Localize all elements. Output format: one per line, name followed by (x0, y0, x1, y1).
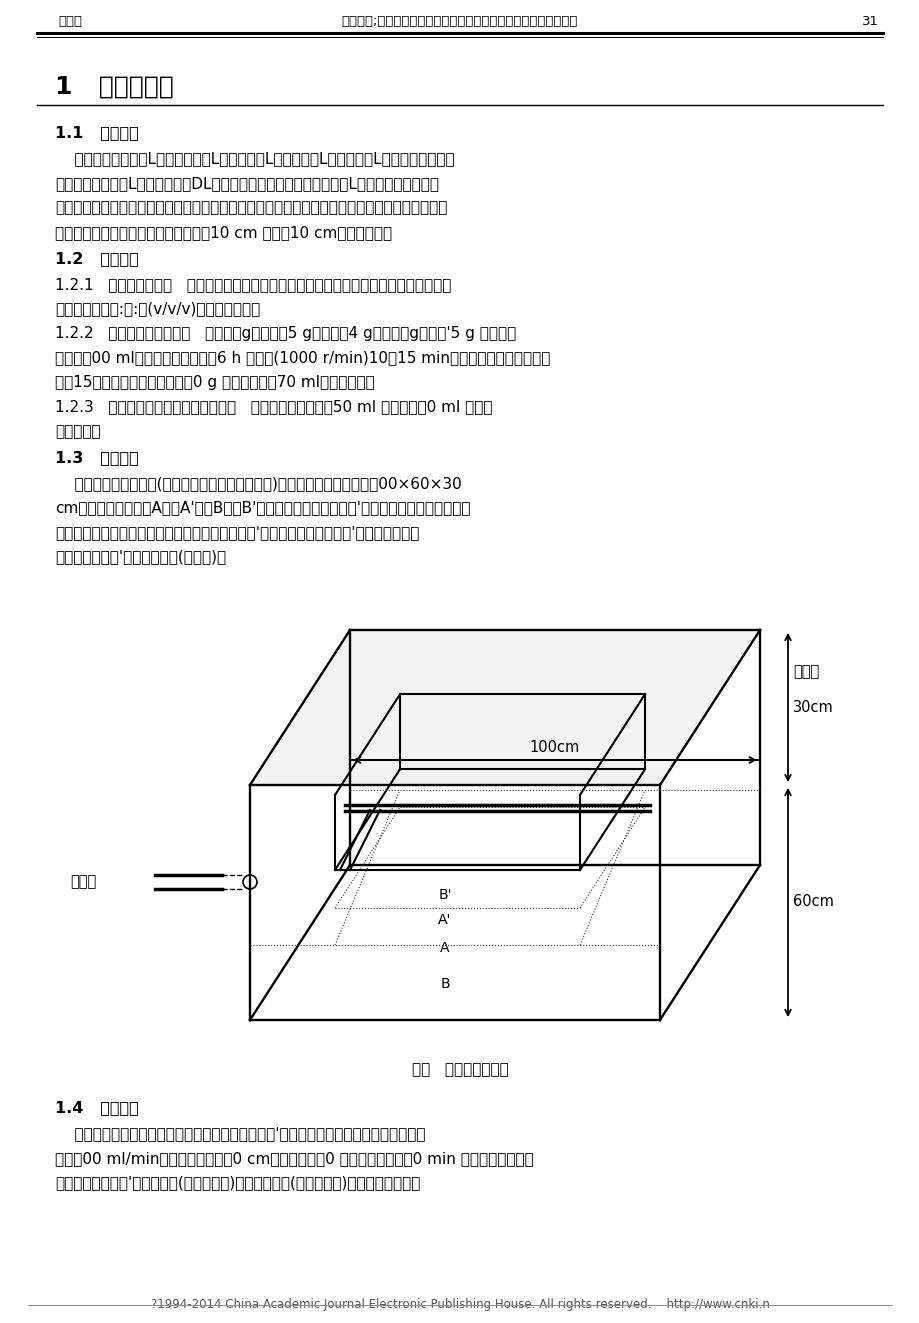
Text: 100cm: 100cm (529, 740, 580, 755)
Text: 取物混匀。: 取物混匀。 (55, 423, 100, 439)
Text: 通。放入Ｃ区的鱼可经由两侧的入口通过Ｂ区或Ｂ'区而自由进入Ａ区或Ａ'区。Ｃ区装有出: 通。放入Ｃ区的鱼可经由两侧的入口通过Ｂ区或Ｂ'区而自由进入Ａ区或Ａ'区。Ｃ区装有… (55, 525, 419, 540)
Text: 31: 31 (861, 15, 878, 28)
Text: 速为６00 ml/min，保持宫内水深１0 cm，放试验鱼３0 尾于Ｃ区，适应１0 min 后正式开始实验。: 速为６00 ml/min，保持宫内水深１0 cm，放试验鱼３0 尾于Ｃ区，适应１… (55, 1151, 533, 1166)
Text: 用。15％香果提取液则取香果３0 g 粉碎后加水１70 ml，制法同前。: 用。15％香果提取液则取香果３0 g 粉碎后加水１70 ml，制法同前。 (55, 374, 374, 390)
Text: 每次测试一种鱼。先将迷宫内由Ｃ区通向Ｂ区和Ｂ'区的入口用障板挡住，调整进水管流: 每次测试一种鱼。先将迷宫内由Ｃ区通向Ｂ区和Ｂ'区的入口用障板挡住，调整进水管流 (55, 1126, 425, 1142)
Text: 1.4   试验方法: 1.4 试验方法 (55, 1099, 139, 1115)
Text: 试验装置主要为迷宫(仿依奈和夫的诱食试验水槽)，用玻璃制成，体积为１00×60×30: 试验装置主要为迷宫(仿依奈和夫的诱食试验水槽)，用玻璃制成，体积为１00×60×… (55, 476, 461, 491)
Text: A': A' (437, 913, 451, 927)
Text: 1.2   试剂配制: 1.2 试剂配制 (55, 251, 139, 266)
Polygon shape (250, 630, 759, 785)
Text: 达氨基酸厂出品，L－天冬氨酸、DL－甲硫氨酸为上海试剂三厂出品，L－缬氨酸为成都化学: 达氨基酸厂出品，L－天冬氨酸、DL－甲硫氨酸为上海试剂三厂出品，L－缬氨酸为成都… (55, 176, 438, 191)
Text: ?1994-2014 China Academic Journal Electronic Publishing House. All rights reserv: ?1994-2014 China Academic Journal Electr… (151, 1298, 768, 1311)
Text: 图１   迷宫装置示意图: 图１ 迷宫装置示意图 (411, 1062, 508, 1077)
Text: 试验所用甘氨酸、L－苯丙氨酸、L－组氨酸、L－精氨酸、L－色氨酸、L－丝氨酸为上海康: 试验所用甘氨酸、L－苯丙氨酸、L－组氨酸、L－精氨酸、L－色氨酸、L－丝氨酸为上… (55, 152, 454, 167)
Text: 水管，Ａ区和Ａ'区装有进水管(见图１)。: 水管，Ａ区和Ａ'区装有进水管(见图１)。 (55, 549, 226, 565)
Text: 随机确定Ａ区或Ａ'区为加样区(简称试验区)或对照加样区(简称对照区)，用医院吊针装置: 随机确定Ａ区或Ａ'区为加样区(简称试验区)或对照加样区(简称对照区)，用医院吊针… (55, 1176, 420, 1191)
Text: B': B' (437, 888, 451, 902)
Text: 试剂厂出品，丁香油为上海试剂站生产，阿魏、香果、大蒜、丁香、香精购于本地药材市场，试验: 试剂厂出品，丁香油为上海试剂站生产，阿魏、香果、大蒜、丁香、香精购于本地药材市场… (55, 201, 447, 216)
Text: B: B (439, 976, 449, 991)
Text: cm，内有５个区域：A区、A'区、B区、B'区和Ｃ区，其中Ａ区和Ａ'区为加样区，两区不直接相: cm，内有５个区域：A区、A'区、B区、B'区和Ｃ区，其中Ａ区和Ａ'区为加样区，… (55, 500, 470, 516)
Text: 30cm: 30cm (792, 700, 833, 714)
Text: 1.3   试验装置: 1.3 试验装置 (55, 451, 139, 466)
Text: 蒸馏水５00 ml，室温下搅拌浸泡１6 h 后离心(1000 r/min)10－15 min，取上清液过滤后贮瓶备: 蒸馏水５00 ml，室温下搅拌浸泡１6 h 后离心(1000 r/min)10－… (55, 351, 550, 365)
Text: 第１期: 第１期 (58, 15, 82, 28)
Text: 1.2.3   氨基酸与植物提取物混合液配制   取各组合氨基酸液２50 ml 分别加入１0 ml 植物提: 1.2.3 氨基酸与植物提取物混合液配制 取各组合氨基酸液２50 ml 分别加入… (55, 400, 492, 414)
Text: 鱼为本地健康鲤、鲫，体长分别为６－10 cm 和８－10 cm，不分雌雄。: 鱼为本地健康鲤、鲫，体长分别为６－10 cm 和８－10 cm，不分雌雄。 (55, 225, 391, 239)
Text: 60cm: 60cm (792, 894, 833, 909)
Text: 1.2.2   植物复合提取物配制   取香果５g、大蒜２5 g、阿魏１4 g、香精５g、丁香'5 g 粉碎后加: 1.2.2 植物复合提取物配制 取香果５g、大蒜２5 g、阿魏１4 g、香精５g… (55, 325, 516, 341)
Text: A: A (440, 941, 449, 955)
Text: 出水管: 出水管 (70, 875, 96, 889)
Text: 1   材料与方法: 1 材料与方法 (55, 75, 174, 99)
Text: 1.1   试验材料: 1.1 试验材料 (55, 124, 139, 140)
Text: 廖昌容等;几种氨基酸和植物提取物对鲤、鲫鱼诱食活性的初步研究: 廖昌容等;几种氨基酸和植物提取物对鲤、鲫鱼诱食活性的初步研究 (342, 15, 577, 28)
Text: 1.2.1   氨基酸溶液配制   氨基酸均用蒸馏水配成所设定浓度，复合氨基酸溶液由配好的氨基: 1.2.1 氨基酸溶液配制 氨基酸均用蒸馏水配成所设定浓度，复合氨基酸溶液由配好… (55, 277, 451, 292)
Text: 酸单体溶液按１:１:１(v/v/v)比例混合而成。: 酸单体溶液按１:１:１(v/v/v)比例混合而成。 (55, 302, 260, 316)
Text: 进水管: 进水管 (792, 664, 818, 680)
